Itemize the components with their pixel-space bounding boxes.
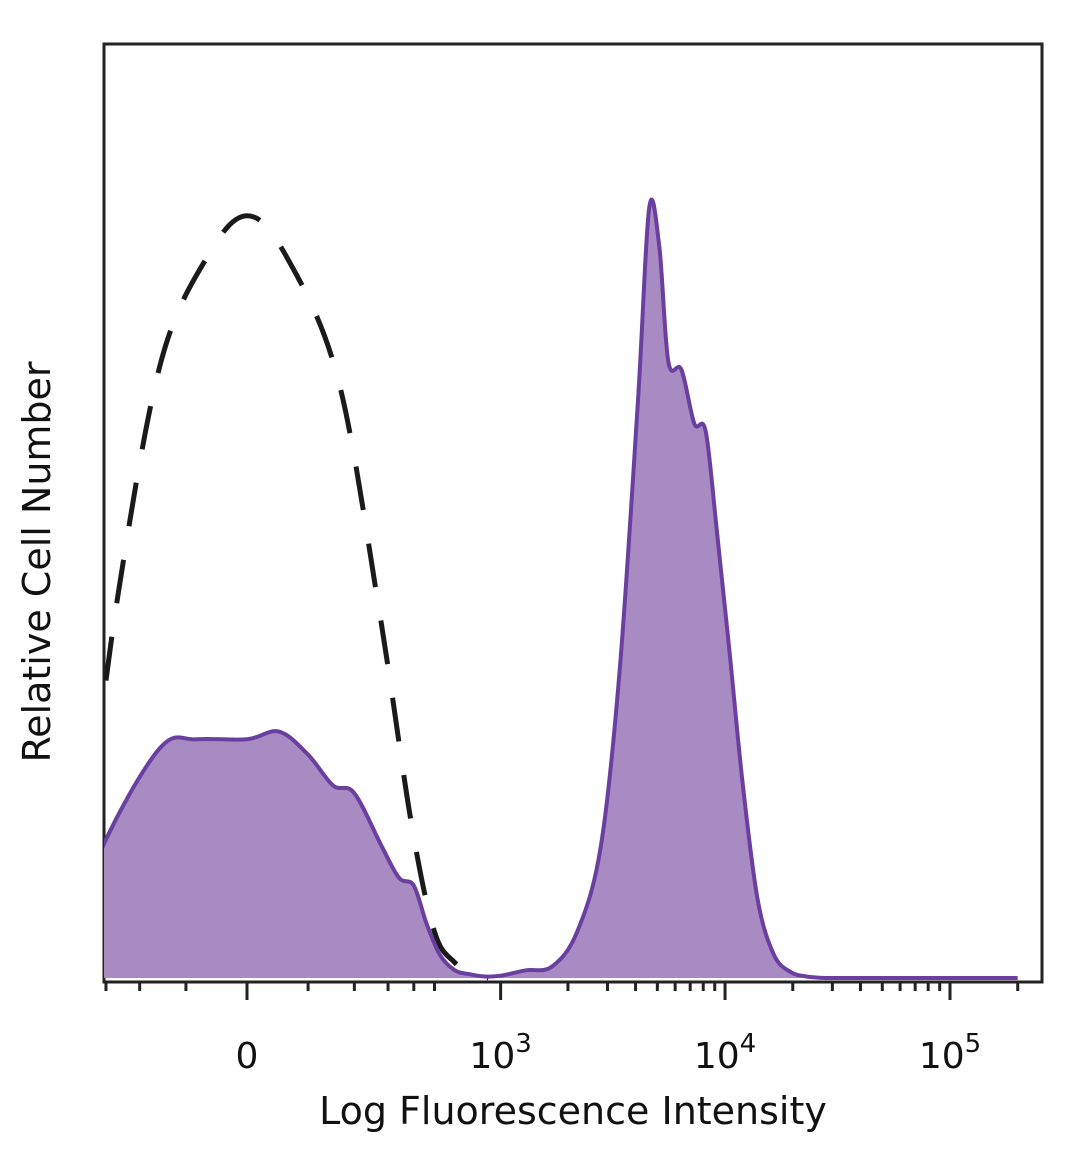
y-axis-label: Relative Cell Number	[15, 361, 59, 762]
series-1-solid-line	[104, 197, 1018, 981]
x-tick-label: 104	[694, 1029, 756, 1077]
series-1-fill	[104, 199, 1018, 979]
x-axis-label: Log Fluorescence Intensity	[319, 1089, 827, 1133]
plot-frame	[102, 42, 1044, 984]
series-0-dashed-line	[104, 213, 489, 981]
x-tick-label: 105	[919, 1029, 981, 1077]
x-axis-ticks	[104, 982, 1020, 1000]
series-layer	[104, 197, 1018, 981]
x-tick-label: 103	[469, 1029, 531, 1077]
x-axis-tick-labels: 0 103 104 105	[236, 1029, 982, 1077]
x-tick-label: 0	[236, 1036, 259, 1077]
